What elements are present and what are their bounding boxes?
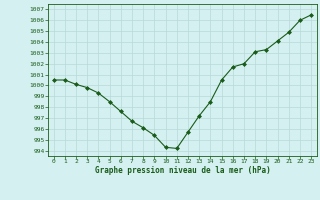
X-axis label: Graphe pression niveau de la mer (hPa): Graphe pression niveau de la mer (hPa) — [94, 166, 270, 175]
